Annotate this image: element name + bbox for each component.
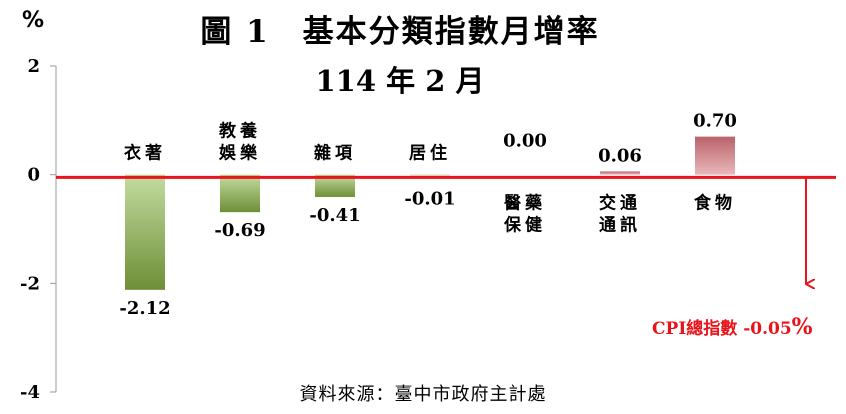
category-label: 衣著 <box>124 143 166 164</box>
bar <box>695 136 735 175</box>
data-source: 資料來源：臺中市政府主計處 <box>299 384 547 405</box>
y-tick-label: -4 <box>20 382 40 403</box>
category-label: 娛樂 <box>218 143 261 164</box>
category-label: 食物 <box>694 193 736 214</box>
category-label: 醫藥 <box>504 193 546 214</box>
data-label: -2.12 <box>119 298 170 319</box>
data-label: 0.00 <box>503 131 547 152</box>
bar <box>410 174 450 176</box>
bar <box>125 174 165 290</box>
cpi-label: CPI總指數 -0.05% <box>652 314 813 340</box>
category-label: 雜項 <box>314 143 356 164</box>
category-label: 交通 <box>599 193 641 214</box>
cpi-label-text: CPI總指數 <box>652 319 738 339</box>
cpi-label-value: -0.05 <box>743 319 792 339</box>
y-tick-label: 2 <box>27 56 40 77</box>
cpi-label-unit: % <box>791 314 813 340</box>
data-label: -0.41 <box>309 205 360 226</box>
chart-title: 圖 1 基本分類指數月增率 <box>200 14 600 50</box>
bar <box>600 171 640 175</box>
y-tick-label: -2 <box>20 273 40 294</box>
y-tick-label: 0 <box>27 165 40 186</box>
data-label: 0.06 <box>598 145 642 166</box>
y-axis-unit: % <box>22 8 45 33</box>
category-label: 居住 <box>409 143 451 164</box>
bar <box>315 174 355 197</box>
bar <box>220 174 260 213</box>
data-label: -0.69 <box>214 220 265 241</box>
category-label: 教養 <box>218 121 261 142</box>
category-label: 保健 <box>503 215 546 236</box>
data-label: 0.70 <box>693 111 737 132</box>
category-label: 通訊 <box>599 215 641 236</box>
chart-subtitle: 114 年 2 月 <box>315 64 485 98</box>
data-label: -0.01 <box>404 189 455 210</box>
